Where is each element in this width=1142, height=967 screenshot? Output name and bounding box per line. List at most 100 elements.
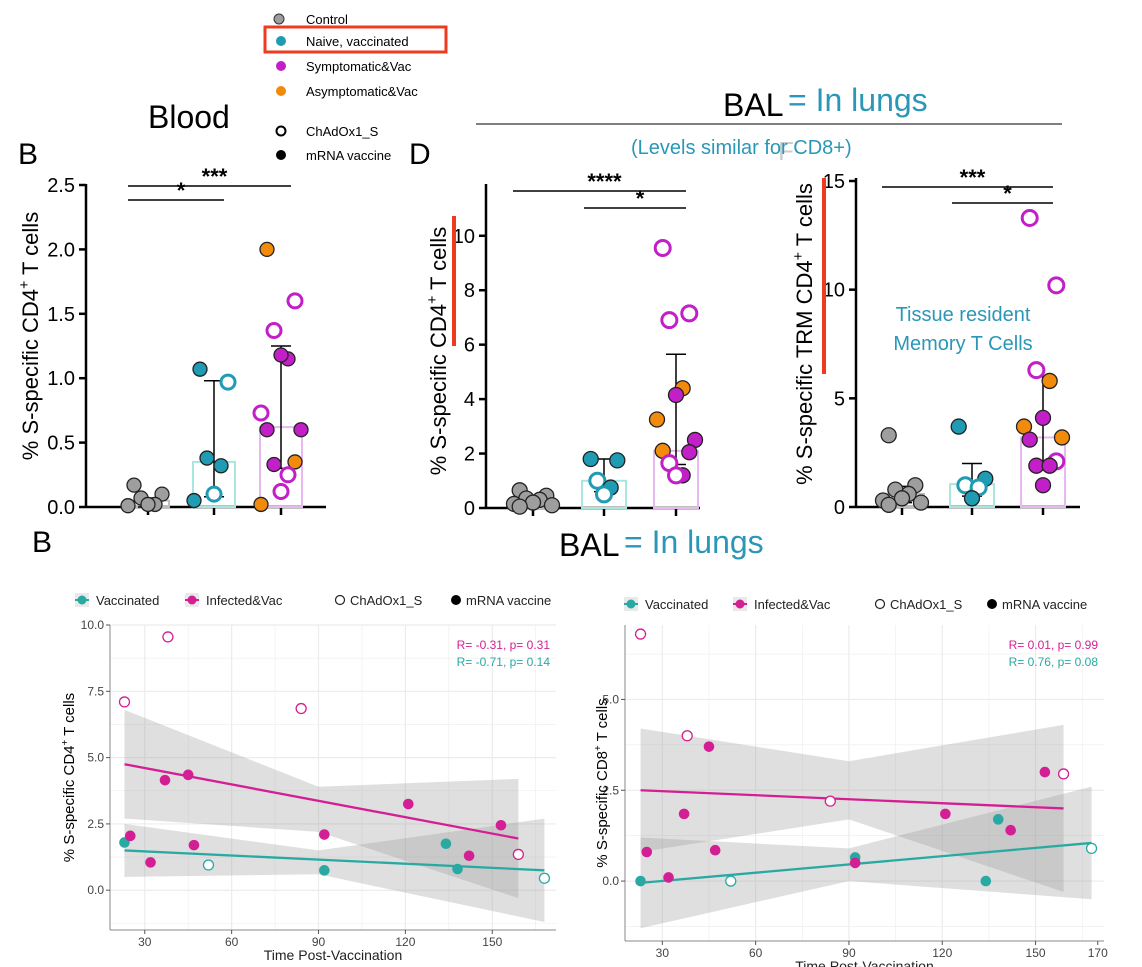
data-point	[145, 857, 156, 868]
data-point	[681, 444, 698, 461]
data-point	[980, 875, 992, 887]
data-point	[202, 859, 215, 871]
data-point	[120, 498, 136, 514]
y-tick-label: 0.0	[47, 497, 75, 519]
data-point	[188, 839, 200, 851]
data-point	[663, 872, 674, 883]
y-tick-label: 2.5	[87, 817, 104, 831]
data-point	[219, 373, 237, 391]
legend-mrna-label: mRNA vaccine	[306, 148, 391, 163]
data-point	[272, 483, 290, 501]
data-point	[1027, 361, 1046, 380]
data-point	[725, 875, 737, 887]
legend-mrna-marker	[987, 599, 997, 609]
x-tick-label: 120	[932, 946, 952, 960]
data-point	[266, 456, 282, 473]
cd8-time-chart: 30 60 90 120 150 170 0.0 2.5 5.0 R= 0.01, p= 0.99…	[593, 597, 1108, 967]
highlight-bar-d	[452, 216, 456, 346]
data-point	[124, 830, 136, 842]
legend-control-marker	[273, 13, 285, 25]
y-tick-label: 1.5	[47, 304, 75, 326]
data-point	[162, 631, 174, 643]
data-point	[279, 466, 297, 484]
data-point	[641, 846, 653, 858]
regression-line	[640, 789, 1064, 810]
y-tick-label: 2.5	[602, 783, 619, 797]
y-tick-label: 0	[834, 497, 845, 519]
y-tick-label: 2.5	[47, 175, 75, 197]
legend-control-label: Control	[306, 12, 348, 27]
data-point	[588, 471, 607, 490]
data-point	[678, 808, 690, 820]
data-point	[1039, 766, 1051, 778]
highlight-bar-f	[822, 178, 826, 374]
data-point	[440, 838, 452, 850]
x-tick-label: 30	[656, 946, 670, 960]
data-point	[126, 477, 142, 493]
data-point	[538, 872, 551, 884]
data-point	[635, 875, 646, 887]
bal-subtitle-word: BAL	[559, 527, 619, 563]
data-point	[1047, 276, 1066, 295]
blood-title: Blood	[148, 99, 230, 135]
data-point	[213, 458, 229, 474]
significance-label: *	[636, 186, 645, 211]
y-tick-label: 0	[464, 498, 475, 520]
data-point	[709, 844, 721, 856]
significance-label: *	[1003, 181, 1012, 206]
data-point	[634, 628, 647, 640]
correlation-stat: R= -0.31, p= 0.31	[457, 638, 551, 652]
legend-chadox-label: ChAdOx1_S	[306, 124, 379, 139]
bal-title-lungs: = In lungs	[788, 82, 928, 118]
x-tick-label: 150	[482, 935, 502, 949]
tissue-resident-bg	[860, 296, 1070, 358]
data-point	[182, 769, 194, 781]
plot-area	[625, 625, 1104, 941]
bal-title-word: BAL	[723, 87, 783, 123]
x-tick-label: 90	[312, 935, 326, 949]
data-point	[511, 498, 528, 515]
y-tick-label: 0.5	[47, 433, 75, 455]
data-point	[154, 486, 170, 502]
data-point	[252, 404, 270, 422]
data-point	[253, 496, 269, 513]
x-tick-label: 150	[1026, 946, 1046, 960]
legend-mrna-marker	[276, 150, 286, 160]
data-point	[452, 863, 463, 875]
x-axis-label: Time Post-Vaccination	[264, 947, 403, 963]
data-point	[653, 239, 672, 258]
correlation-stat: R= 0.01, p= 0.99	[1009, 638, 1099, 652]
y-axis-label: % S-specific CD8+ T cells	[593, 698, 611, 867]
x-axis-label: Time Post-Vaccination	[795, 958, 934, 967]
regression-line	[124, 849, 545, 872]
y-axis-label: % S-specific CD4+ T cells	[17, 212, 43, 460]
panel-label-d: D	[409, 138, 431, 171]
y-tick-label: 4	[464, 389, 475, 411]
legend-vaccinated-label: Naive, vaccinated	[306, 34, 409, 49]
legend-vaccinated-marker	[276, 36, 286, 46]
data-point	[940, 808, 951, 820]
correlation-stat: R= -0.71, p= 0.14	[457, 655, 551, 669]
tissue-resident-line1: Tissue resident	[896, 304, 1031, 326]
correlation-stat: R= 0.76, p= 0.08	[1009, 655, 1099, 669]
data-point	[186, 492, 202, 509]
levels-similar-note: (Levels similar for CD8+)	[631, 137, 852, 159]
legend-asymptomatic-marker	[276, 86, 286, 96]
y-tick-label: 2	[464, 444, 475, 466]
data-point	[880, 496, 897, 513]
data-point	[402, 798, 414, 810]
y-tick-label: 5.0	[87, 751, 104, 765]
data-point	[950, 418, 967, 435]
data-point	[1021, 431, 1038, 448]
y-tick-label: 5	[834, 388, 845, 410]
data-point	[287, 454, 303, 470]
data-point	[680, 304, 699, 323]
bal-subtitle-lungs: = In lungs	[624, 524, 764, 560]
panel-label-b2: B	[32, 526, 52, 559]
data-point	[963, 490, 981, 507]
panel-label-b: B	[18, 138, 38, 171]
confidence-band	[124, 709, 519, 899]
significance-label: *	[177, 178, 186, 203]
data-point	[667, 466, 685, 485]
